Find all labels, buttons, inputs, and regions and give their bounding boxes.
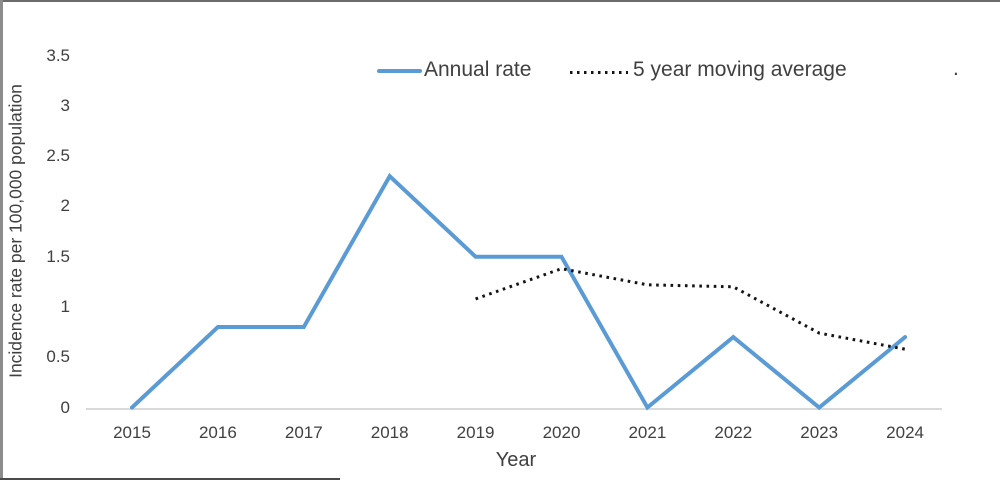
- x-axis-line: [86, 408, 942, 410]
- left-border: [0, 0, 3, 480]
- stray-period-mark: .: [953, 57, 959, 80]
- x-tick-label: 2018: [370, 423, 409, 442]
- annual-rate-legend-line-icon: [377, 69, 422, 73]
- x-tick-label: 2019: [456, 423, 495, 442]
- x-tick-label: 2023: [800, 423, 839, 442]
- legend-label-annual-rate: Annual rate: [424, 58, 532, 81]
- y-tick-label: 3.5: [46, 45, 70, 65]
- x-tick-label: 2021: [628, 423, 667, 442]
- x-tick-label: 2022: [714, 423, 753, 442]
- moving-average-dotted-line: [475, 267, 906, 351]
- y-tick-label: 1: [60, 296, 70, 316]
- x-tick-label: 2017: [284, 423, 323, 442]
- x-axis-title: Year: [495, 449, 537, 471]
- top-border: [0, 0, 1000, 2]
- y-tick-label: 1.5: [46, 246, 70, 266]
- bottom-border: [0, 477, 340, 480]
- x-tick-label: 2015: [113, 423, 151, 442]
- y-tick-label: 3: [60, 95, 70, 115]
- y-tick-label: 2: [60, 196, 70, 216]
- x-tick-label: 2024: [886, 423, 924, 442]
- x-tick-label: 2016: [198, 423, 237, 442]
- y-tick-label: 2.5: [46, 146, 70, 166]
- annual-rate-line: [130, 173, 908, 411]
- moving-average-legend-dotted-icon: [570, 71, 628, 74]
- y-tick-label: 0: [60, 397, 70, 417]
- legend-label-moving-average: 5 year moving average: [633, 58, 847, 81]
- x-tick-label: 2020: [542, 423, 581, 442]
- y-tick-label: 0.5: [46, 347, 70, 367]
